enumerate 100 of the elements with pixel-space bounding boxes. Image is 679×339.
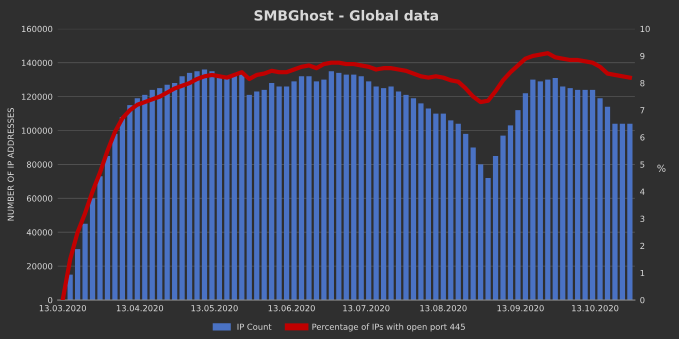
bar [284, 86, 290, 300]
bar [202, 69, 208, 300]
bar [82, 224, 88, 300]
bar [157, 88, 162, 300]
bar [492, 156, 498, 300]
bar [515, 110, 521, 300]
y-tick-label: 80000 [26, 161, 52, 168]
bar [269, 83, 274, 300]
bar [358, 76, 364, 300]
bar [433, 114, 438, 300]
bar [291, 81, 297, 300]
bar [194, 71, 200, 300]
bar [209, 71, 215, 300]
bar [150, 90, 155, 300]
bar [508, 125, 514, 300]
bar [440, 114, 446, 300]
x-tick-label: 13.05.2020 [192, 305, 238, 312]
x-tick-label: 13.07.2020 [343, 305, 390, 312]
bar [254, 92, 260, 300]
x-tick-label: 13.08.2020 [420, 305, 467, 312]
bar [262, 90, 267, 300]
bar [456, 124, 461, 300]
x-tick-label: 13.10.2020 [572, 305, 618, 312]
bar [538, 81, 543, 300]
x-tick-label: 13.09.2020 [497, 305, 544, 312]
bar [545, 80, 550, 300]
legend-label: IP Count [238, 324, 272, 330]
bar [97, 176, 103, 300]
y-tick-label: 20000 [26, 263, 52, 270]
y2-tick-label: 9 [640, 52, 644, 60]
bar [374, 86, 379, 300]
bar [186, 72, 192, 300]
bar [396, 92, 402, 300]
bar [418, 103, 424, 300]
bar [246, 94, 252, 300]
bar [448, 120, 454, 300]
bar [68, 274, 73, 300]
bar [568, 88, 573, 300]
y-tick-label: 100000 [22, 127, 52, 134]
legend-label: Percentage of IPs with open port 445 [312, 323, 465, 332]
bar [380, 88, 386, 300]
bar [612, 124, 618, 300]
bar [120, 116, 126, 300]
bar [328, 71, 334, 300]
bar [224, 78, 230, 300]
bar [276, 86, 282, 300]
bar [388, 86, 394, 300]
bar [134, 98, 140, 300]
bar [575, 90, 580, 300]
bar [530, 80, 536, 300]
chart-title: SMBGhost - Global data [254, 10, 438, 21]
y2-tick-label: 7 [640, 107, 644, 114]
y-tick-label: 120000 [22, 94, 52, 100]
x-tick-label: 13.03.2020 [40, 305, 86, 312]
bar [306, 76, 312, 300]
y-tick-label: 140000 [22, 60, 52, 66]
y2-tick-label: 5 [640, 162, 644, 168]
bar [90, 198, 96, 300]
y-tick-label: 40000 [26, 229, 52, 236]
y2-tick-label: 10 [640, 26, 650, 32]
y2-axis-title: % [657, 164, 666, 172]
y2-tick-label: 6 [640, 134, 645, 141]
line-series [60, 51, 632, 300]
bar [560, 86, 566, 300]
y-axis-title: NUMBER OF IP ADDRESSES [8, 108, 14, 220]
bar [127, 105, 132, 300]
y-tick-label: 0 [48, 296, 52, 304]
bar [552, 78, 558, 300]
bar [604, 106, 610, 300]
y2-tick-label: 4 [640, 188, 645, 195]
bar [239, 74, 244, 300]
y-tick-label: 160000 [22, 26, 52, 32]
bar [179, 76, 185, 300]
bar [410, 98, 416, 300]
bar [500, 136, 506, 300]
bar [590, 90, 596, 300]
bar [522, 93, 528, 300]
bar [321, 80, 327, 300]
bar [298, 76, 304, 300]
bar [426, 108, 431, 300]
bar [314, 81, 320, 300]
bar [597, 98, 603, 300]
y2-tick-label: 1 [640, 270, 644, 276]
y-tick-label: 60000 [26, 195, 52, 202]
bar [620, 124, 626, 300]
bar [344, 74, 349, 300]
bar [351, 74, 356, 300]
y2-tick-label: 3 [640, 216, 644, 222]
bar [164, 84, 170, 300]
bar [142, 94, 148, 300]
bar [485, 178, 491, 300]
bar [75, 249, 80, 300]
x-tick-label: 13.06.2020 [268, 305, 315, 312]
bar [172, 83, 178, 300]
bar [627, 124, 632, 300]
bar [112, 134, 118, 300]
bar [463, 134, 468, 300]
y2-tick-label: 0 [640, 296, 644, 304]
bar [403, 94, 409, 300]
bar [470, 147, 476, 300]
